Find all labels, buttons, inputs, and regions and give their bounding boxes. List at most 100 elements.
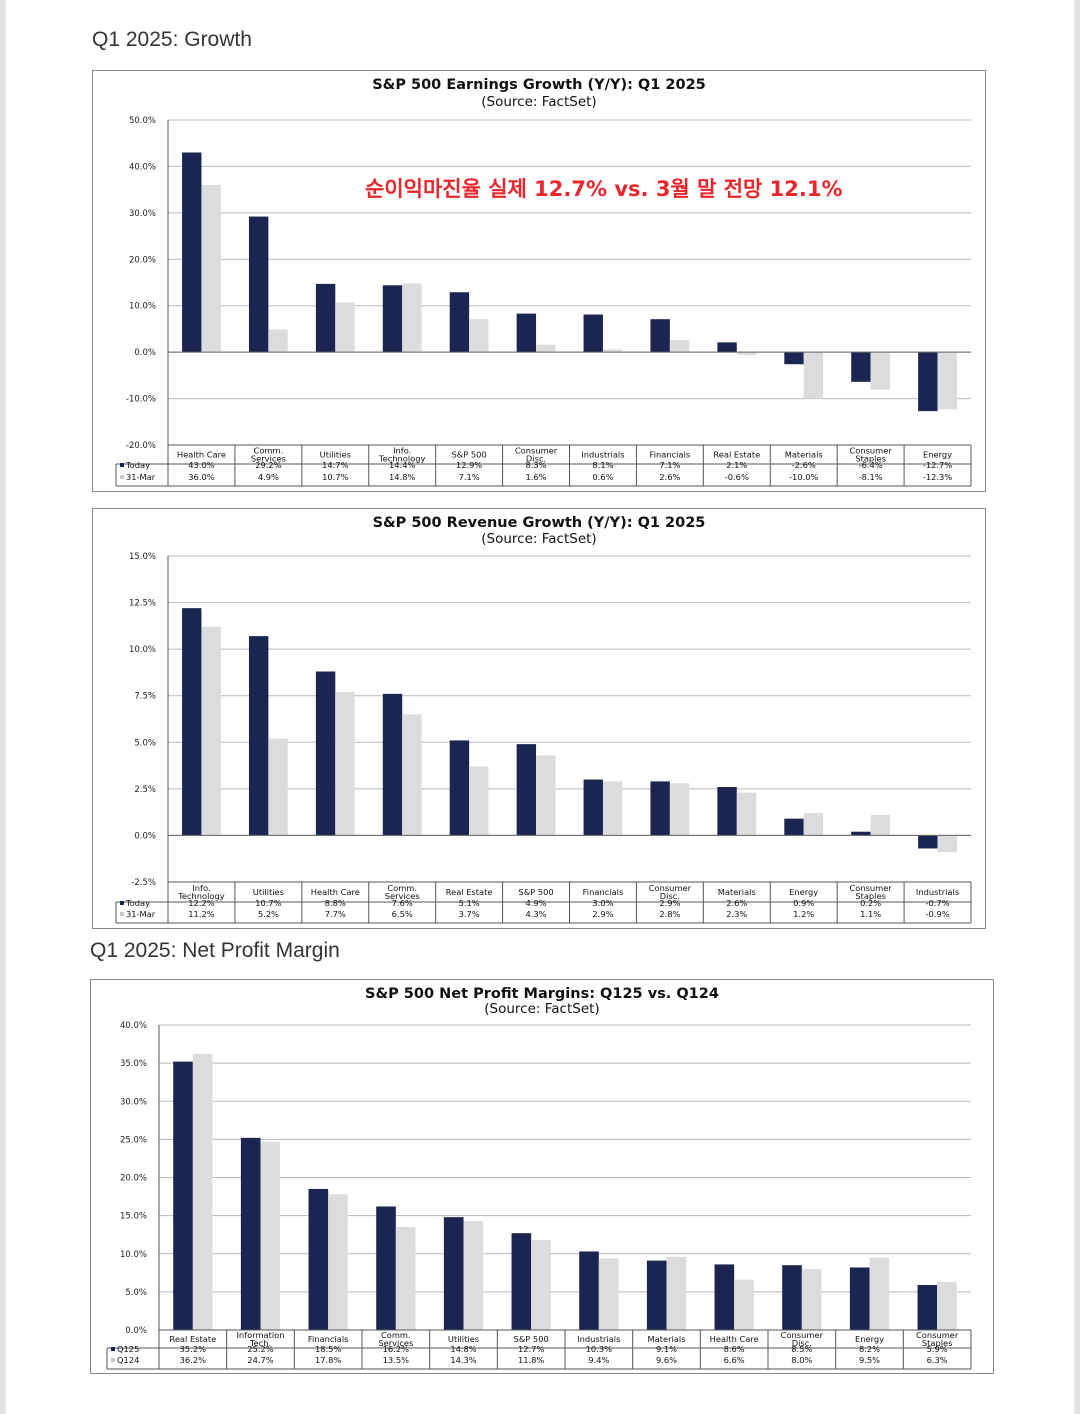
data-label: 25.2% — [247, 1344, 273, 1354]
bar-secondary — [536, 755, 556, 836]
category-label: Info. Technology — [177, 883, 225, 901]
bar-secondary — [669, 783, 690, 836]
data-label: 12.9% — [456, 460, 482, 470]
bar-primary — [579, 1251, 599, 1330]
bar-secondary — [669, 340, 690, 353]
category-label: Industrials — [581, 450, 624, 460]
data-label: 2.3% — [726, 909, 747, 919]
page-edge-left — [0, 0, 6, 1414]
data-label: -2.6% — [792, 460, 816, 470]
earnings-chart-annotation: 순이익마진율 실제 12.7% vs. 3월 말 전망 12.1% — [365, 177, 843, 201]
data-label: 2.8% — [659, 909, 680, 919]
net-profit-margin-chart-svg: 40.0% 35.0% 30.0% 25.0% 20.0% 15.0% 10.0% 5.0% 0… — [106, 1021, 972, 1370]
data-label: 8.1% — [592, 460, 613, 470]
data-label: 7.6% — [392, 898, 413, 908]
category-label: Real Estate — [446, 887, 493, 897]
bar-primary — [173, 1061, 193, 1330]
data-label: 10.7% — [322, 472, 348, 482]
bar-primary — [650, 319, 670, 353]
bar-secondary — [328, 1194, 348, 1330]
data-label: 43.0% — [188, 460, 214, 470]
bar-secondary — [870, 814, 891, 836]
y-tick-label: 30.0% — [129, 209, 156, 219]
data-label: 29.2% — [255, 460, 281, 470]
legend-swatch-secondary — [111, 1358, 115, 1362]
bar-primary — [443, 1217, 464, 1330]
data-label: 13.5% — [383, 1355, 409, 1365]
category-label: S&P 500 — [518, 887, 553, 897]
bar-secondary — [268, 738, 288, 836]
data-label: 11.2% — [188, 909, 214, 919]
y-tick-label: 40.0% — [129, 162, 156, 172]
category-label: Industrials — [577, 1334, 620, 1344]
category-label: Materials — [785, 450, 823, 460]
bar-primary — [315, 671, 336, 836]
bar-primary — [516, 744, 537, 836]
bar-secondary — [803, 352, 824, 399]
bar-secondary — [803, 813, 824, 836]
data-label: 12.7% — [518, 1344, 544, 1354]
bar-secondary — [531, 1240, 551, 1330]
revenue-chart-subtitle: (Source: FactSet) — [481, 531, 597, 547]
bar-primary — [511, 1233, 532, 1330]
bar-primary — [784, 352, 804, 365]
y-tick-label: 35.0% — [120, 1059, 147, 1069]
bar-primary — [248, 636, 269, 836]
bar-secondary — [937, 352, 957, 410]
category-label: Comm. Services — [251, 446, 286, 464]
bar-primary — [583, 314, 603, 353]
data-label: 8.8% — [325, 898, 346, 908]
data-label: -0.6% — [725, 472, 749, 482]
category-label: Utilities — [320, 450, 351, 460]
bar-secondary — [260, 1141, 281, 1330]
data-label: 10.3% — [586, 1344, 612, 1354]
data-label: 4.9% — [258, 472, 279, 482]
bar-primary — [449, 740, 470, 836]
data-label: 6.5% — [392, 909, 413, 919]
category-label: Materials — [718, 887, 756, 897]
category-label: Comm. Services — [378, 1330, 413, 1348]
data-label: 24.7% — [247, 1355, 273, 1365]
data-label: 18.5% — [315, 1344, 341, 1354]
legend-swatch-secondary — [120, 475, 124, 479]
section-title-growth: Q1 2025: Growth — [92, 28, 252, 51]
category-label: Consumer Staples — [849, 446, 892, 464]
data-label: -10.0% — [789, 472, 818, 482]
category-label: Utilities — [253, 887, 284, 897]
bar-primary — [782, 1265, 802, 1330]
data-label: 2.9% — [659, 898, 680, 908]
data-label: 5.9% — [927, 1344, 948, 1354]
data-label: 1.1% — [860, 909, 881, 919]
bar-secondary — [335, 302, 355, 353]
y-tick-label: 7.5% — [134, 692, 156, 702]
data-label: 7.1% — [459, 472, 480, 482]
bar-primary — [583, 779, 603, 836]
bar-primary — [917, 1285, 938, 1330]
category-label: Financials — [583, 887, 624, 897]
margin-chart-title: S&P 500 Net Profit Margins: Q125 vs. Q12… — [365, 986, 719, 1002]
data-label: 16.2% — [383, 1344, 409, 1354]
bar-primary — [315, 283, 336, 353]
legend-label: Today — [125, 898, 150, 908]
y-tick-label: 0.0% — [134, 831, 156, 841]
bar-secondary — [536, 344, 556, 353]
bar-primary — [717, 342, 737, 353]
bar-secondary — [937, 1281, 957, 1330]
bar-primary — [646, 1260, 667, 1330]
earnings-growth-chart: 50.0% 40.0% 30.0% 20.0% 10.0% 0.0% -10.0% -20.0… — [92, 70, 986, 492]
y-tick-label: 15.0% — [129, 552, 156, 562]
data-label: 0.9% — [793, 898, 814, 908]
earnings-chart-title: S&P 500 Earnings Growth (Y/Y): Q1 2025 — [372, 77, 706, 93]
y-tick-label: 40.0% — [120, 1021, 147, 1031]
bar-secondary — [469, 766, 489, 836]
legend-swatch-primary — [120, 463, 124, 467]
bar-primary — [248, 216, 269, 353]
legend-swatch-primary — [120, 901, 124, 905]
data-label: 4.9% — [525, 898, 546, 908]
y-tick-label: 10.0% — [129, 645, 156, 655]
y-tick-label: 30.0% — [120, 1097, 147, 1107]
bar-primary — [849, 1267, 870, 1330]
category-label: Financials — [308, 1334, 349, 1344]
y-tick-label: 10.0% — [120, 1250, 147, 1260]
data-label: 10.7% — [255, 898, 281, 908]
